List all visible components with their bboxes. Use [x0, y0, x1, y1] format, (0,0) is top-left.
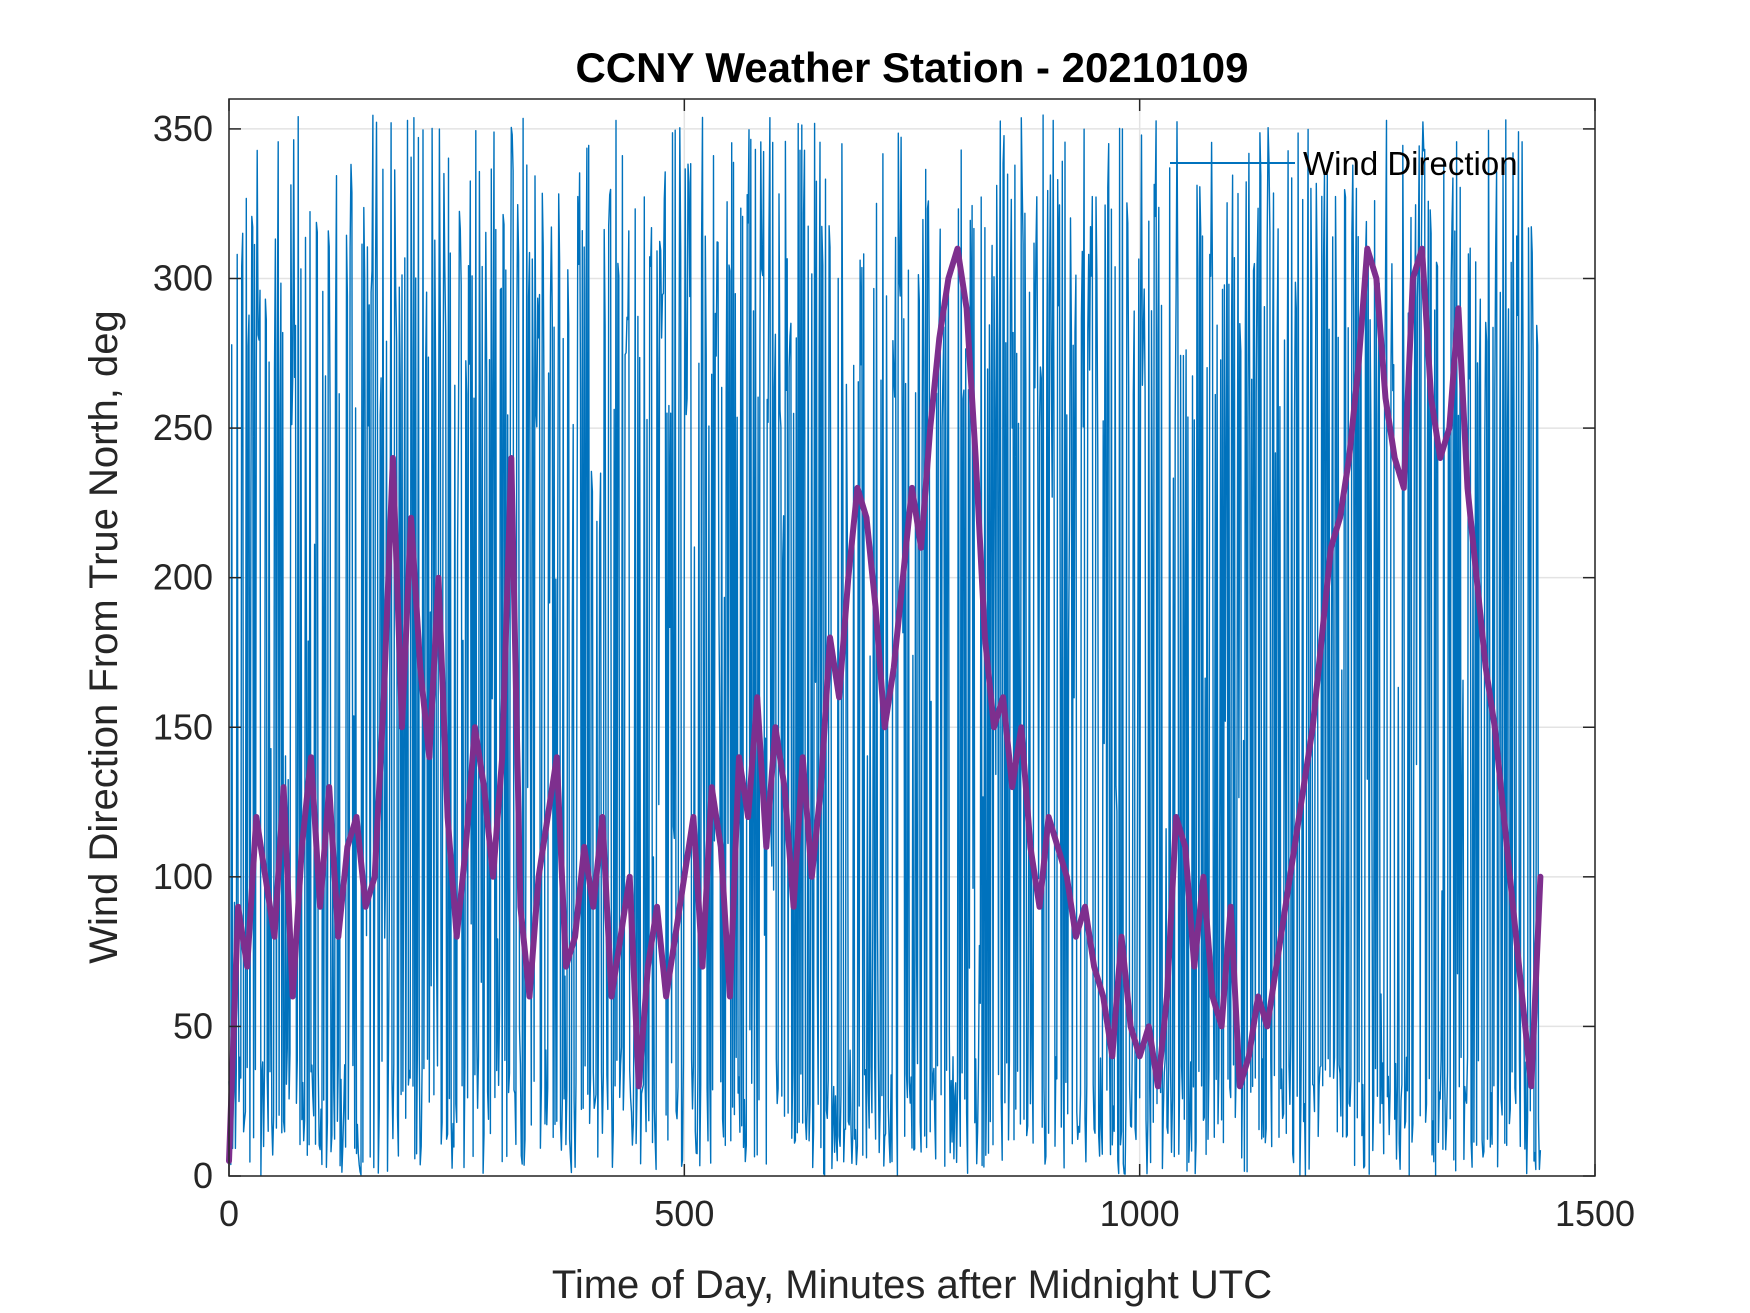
y-tick-label: 200: [153, 557, 213, 598]
plot-frame: [228, 98, 1596, 1177]
x-axis-label: Time of Day, Minutes after Midnight UTC: [552, 1263, 1272, 1307]
x-tick-label: 0: [219, 1193, 239, 1234]
x-tick-label: 1000: [1100, 1193, 1180, 1234]
y-tick-label: 300: [153, 258, 213, 299]
y-tick-label: 150: [153, 706, 213, 747]
series-smoothed-wind-direction: [226, 245, 1544, 1164]
y-tick-label: 0: [193, 1155, 213, 1196]
x-tick-label: 500: [654, 1193, 714, 1234]
legend: Wind Direction: [1170, 145, 1518, 182]
line-smoothed-wind-direction: [226, 245, 1544, 1164]
tick-labels: 0 500 1000 1500 0 50 100 150 200 250 300 350: [153, 108, 1635, 1234]
y-tick-label: 50: [173, 1005, 213, 1046]
y-tick-label: 100: [153, 856, 213, 897]
x-tick-label: 1500: [1555, 1193, 1635, 1234]
y-axis-label: Wind Direction From True North, deg: [82, 310, 126, 964]
axis-ticks: [228, 99, 1596, 1177]
y-tick-label: 250: [153, 407, 213, 448]
chart-title: CCNY Weather Station - 20210109: [575, 44, 1248, 91]
y-tick-label: 350: [153, 108, 213, 149]
series-wind-direction: [228, 114, 1542, 1177]
legend-label-wind-direction: Wind Direction: [1303, 145, 1518, 182]
line-wind-direction: [228, 114, 1542, 1177]
